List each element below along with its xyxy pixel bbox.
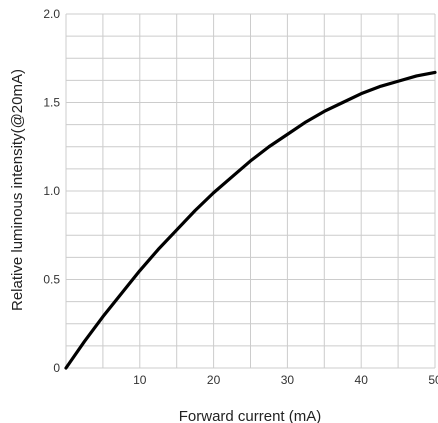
y-tick-label: 2.0 xyxy=(43,7,60,21)
x-axis-title: Forward current (mA) xyxy=(179,408,322,423)
x-tick-label: 20 xyxy=(207,373,221,387)
grid xyxy=(65,13,436,369)
series-line xyxy=(64,70,437,370)
series-layer xyxy=(64,70,437,370)
tick-labels: 10 20 30 40 50 0 0.5 1.0 1.5 2.0 xyxy=(43,7,438,387)
x-tick-label: 40 xyxy=(355,373,369,387)
x-tick-label: 30 xyxy=(281,373,295,387)
x-tick-label: 10 xyxy=(133,373,147,387)
y-tick-label: 0.5 xyxy=(43,273,60,287)
y-tick-label: 1.5 xyxy=(43,96,60,110)
y-tick-label: 0 xyxy=(53,361,60,375)
x-tick-label: 50 xyxy=(428,373,438,387)
y-tick-label: 1.0 xyxy=(43,184,60,198)
y-axis-title: Relative luminous intensity(@20mA) xyxy=(9,69,26,311)
